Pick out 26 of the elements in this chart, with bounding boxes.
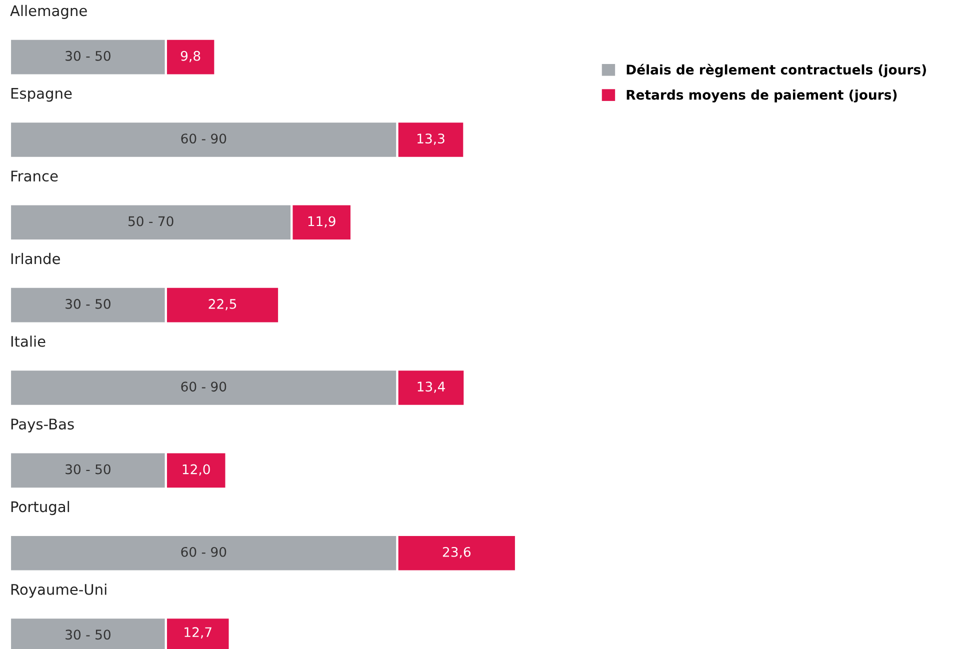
y-tick-label: Pays-Bas — [11, 418, 74, 432]
annotation: 60 - 90 — [181, 382, 226, 392]
data-label: 22,5 — [208, 298, 236, 310]
legend-label: Délais de règlement contractuels (jours) — [626, 64, 926, 78]
annotation: 30 - 50 — [66, 298, 110, 309]
data-label: 12,7 — [184, 627, 212, 638]
y-tick-label: Portugal — [11, 500, 70, 516]
data-label: 9,8 — [180, 50, 200, 62]
annotation: 60 - 90 — [181, 546, 226, 557]
data-label: 13,3 — [418, 134, 444, 145]
annotation: 30 - 50 — [66, 50, 110, 61]
y-tick-label: Royaume-Uni — [11, 584, 106, 598]
data-label: 23,6 — [442, 546, 471, 558]
annotation: 30 - 50 — [66, 630, 110, 640]
annotation: 30 - 50 — [66, 464, 110, 474]
data-label: 11,9 — [308, 216, 336, 228]
y-tick-label: Irlande — [11, 252, 60, 264]
data-label: 12,0 — [182, 464, 210, 476]
legend-label: Retards moyens de paiement (jours) — [626, 90, 897, 102]
y-tick-label: Espagne — [11, 88, 72, 102]
y-tick-label: Italie — [11, 336, 46, 347]
annotation: 50 - 70 — [128, 216, 174, 226]
data-label: 13,4 — [418, 382, 445, 393]
y-tick-label: France — [11, 170, 58, 182]
y-tick-label: Allemagne — [10, 4, 87, 20]
annotation: 60 - 90 — [181, 134, 226, 144]
